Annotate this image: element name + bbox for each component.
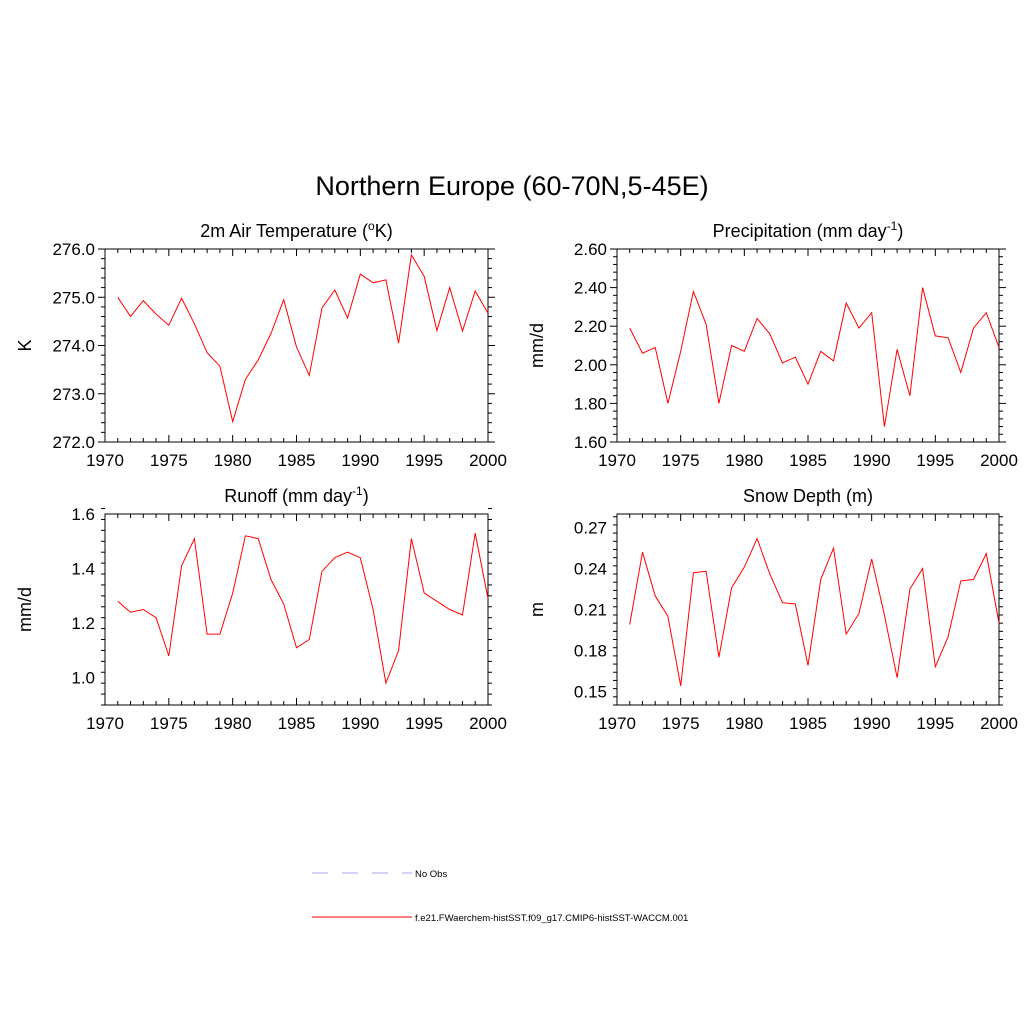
y-tick-label: 274.0 (52, 337, 95, 356)
x-tick-label: 1995 (405, 451, 443, 470)
y-tick-label: 276.0 (52, 240, 95, 259)
series-line (117, 253, 489, 424)
x-tick-label: 2000 (980, 714, 1018, 733)
legend-label-2: f.e21.FWaerchem-histSST.f09_g17.CMIP6-hi… (415, 913, 688, 924)
y-tick-label: 2.40 (574, 279, 607, 298)
panel-4: 1970 1975 1980 1985 1990 1995 2000 0.15 0.18 0.21… (527, 486, 1018, 733)
y-tick-label: 1.0 (71, 669, 95, 688)
panel-title: Precipitation (mm day-1) (713, 219, 904, 241)
y-tick-label: 2.20 (574, 317, 607, 336)
x-tick-label: 1985 (789, 714, 827, 733)
panel-3: 1970 1975 1980 1985 1990 1995 2000 1.0 1.2 1.4 1.6… (15, 484, 507, 733)
y-tick-label: 0.24 (574, 560, 607, 579)
x-tick-label: 1995 (916, 714, 954, 733)
x-tick-label: 1990 (853, 714, 891, 733)
x-tick-label: 1990 (341, 714, 379, 733)
y-tick-label: 1.60 (574, 433, 607, 452)
x-tick-label: 1975 (662, 714, 700, 733)
plot-frame (616, 513, 1000, 706)
panel-title: Runoff (mm day-1) (224, 484, 368, 506)
y-tick-label: 1.2 (71, 614, 95, 633)
plot-frame (616, 248, 1000, 443)
y-axis-label: mm/d (15, 587, 35, 632)
figure-title: Northern Europe (60-70N,5-45E) (315, 171, 708, 201)
panel-2: 1970 1975 1980 1985 1990 1995 2000 1.60 1.80 2.00… (527, 219, 1018, 470)
y-tick-label: 273.0 (52, 385, 95, 404)
y-tick-label: 1.4 (71, 560, 95, 579)
x-tick-label: 1975 (150, 451, 188, 470)
series-line (629, 537, 1000, 686)
y-tick-label: 1.80 (574, 394, 607, 413)
y-tick-label: 275.0 (52, 288, 95, 307)
y-tick-label: 0.18 (574, 641, 607, 660)
x-tick-label: 1980 (214, 714, 252, 733)
x-tick-label: 1970 (86, 451, 124, 470)
x-tick-label: 1995 (916, 451, 954, 470)
x-tick-label: 1975 (662, 451, 700, 470)
x-tick-label: 1970 (598, 714, 636, 733)
x-tick-label: 1990 (853, 451, 891, 470)
y-tick-label: 2.00 (574, 356, 607, 375)
series-line (117, 533, 489, 686)
x-tick-label: 2000 (980, 451, 1018, 470)
x-tick-label: 1970 (86, 714, 124, 733)
y-tick-label: 0.21 (574, 601, 607, 620)
y-axis-label: m (527, 602, 547, 617)
panel-title: 2m Air Temperature (oK) (200, 219, 392, 241)
x-tick-label: 1980 (725, 451, 763, 470)
y-axis-label: mm/d (527, 323, 547, 368)
y-tick-label: 2.60 (574, 240, 607, 259)
panel-1: 1970 1975 1980 1985 1990 1995 2000 272.0 273.0 27… (15, 219, 507, 470)
x-tick-label: 1985 (278, 714, 316, 733)
series-line (629, 287, 1000, 427)
x-tick-label: 1975 (150, 714, 188, 733)
chart-panels: 1970 1975 1980 1985 1990 1995 2000 272.0 273.0 27… (15, 219, 1018, 733)
x-tick-label: 1995 (405, 714, 443, 733)
x-tick-label: 2000 (469, 714, 507, 733)
x-tick-label: 2000 (469, 451, 507, 470)
legend-label-1: No Obs (415, 869, 447, 880)
x-tick-label: 1980 (214, 451, 252, 470)
y-tick-label: 0.27 (574, 519, 607, 538)
y-tick-label: 1.6 (71, 505, 95, 524)
x-tick-label: 1985 (278, 451, 316, 470)
y-axis-label: K (15, 339, 35, 351)
plot-frame (104, 513, 489, 706)
legend: No Obs f.e21.FWaerchem-histSST.f09_g17.CM… (312, 869, 688, 924)
x-tick-label: 1985 (789, 451, 827, 470)
panel-title: Snow Depth (m) (743, 486, 873, 506)
x-tick-label: 1970 (598, 451, 636, 470)
x-tick-label: 1990 (341, 451, 379, 470)
y-tick-label: 272.0 (52, 433, 95, 452)
y-tick-label: 0.15 (574, 682, 607, 701)
x-tick-label: 1980 (725, 714, 763, 733)
